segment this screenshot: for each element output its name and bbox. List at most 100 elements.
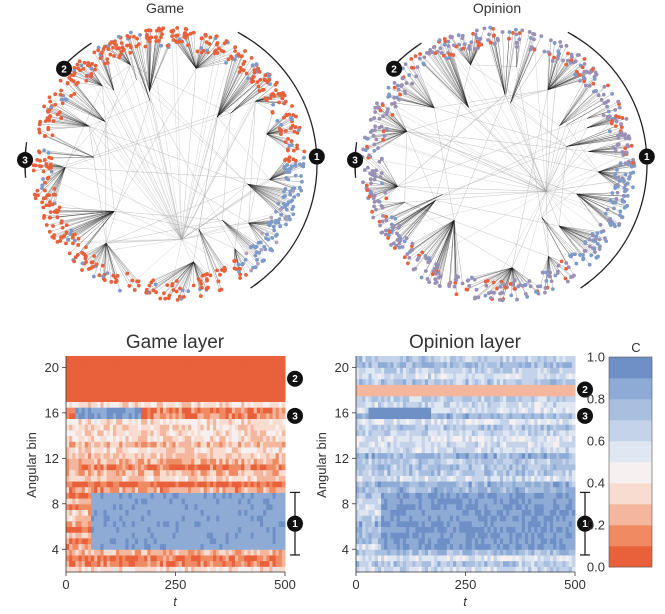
heatmap-cell [109,509,114,516]
heatmap-cell [78,373,83,380]
heatmap-cell [434,532,438,539]
heatmap-cell [181,429,186,437]
heatmap-cell [518,412,523,420]
heatmap-cell [241,356,245,363]
heatmap-cell [434,520,438,528]
heatmap-cell [562,560,567,567]
heatmap-cell [244,407,248,414]
heatmap-cell [137,566,142,573]
heatmap-cell [481,390,485,397]
heatmap-cell [368,412,373,420]
heatmap-cell [219,361,223,368]
heatmap-cell [393,560,398,567]
heatmap-cell [234,384,239,391]
heatmap-cell [409,554,413,562]
heatmap-cell [122,520,126,528]
heatmap-cell [87,378,92,385]
heatmap-cell [531,390,535,397]
heatmap-cell [162,515,167,522]
heatmap-cell [562,549,567,556]
heatmap-cell [412,395,416,402]
heatmap-cell [209,458,214,465]
heatmap-cell [396,458,401,465]
heatmap-cell [493,395,498,402]
heatmap-cell [78,492,83,499]
heatmap-cell [213,412,217,420]
heatmap-cell [122,446,126,454]
heatmap-cell [521,549,526,556]
heatmap-cell [131,498,136,505]
heatmap-cell [131,458,136,465]
heatmap-cell [175,458,180,465]
heatmap-cell [222,464,227,471]
heatmap-cell [219,464,223,471]
heatmap-cell [100,492,105,499]
heatmap-cell [156,458,161,465]
heatmap-cell [228,486,233,493]
heatmap-cell [531,492,535,499]
heatmap-cell [471,464,476,471]
heatmap-cell [384,452,388,459]
heatmap-cell [200,378,205,385]
heatmap-cell [409,526,413,533]
heatmap-cell [393,401,398,408]
heatmap-cell [231,452,236,459]
heatmap-cell [546,498,551,505]
heatmap-cell [402,526,407,533]
heatmap-cell [84,435,89,442]
heatmap-cell [434,401,438,408]
heatmap-cell [531,566,535,573]
heatmap-cell [116,543,120,550]
heatmap-cell [213,520,217,528]
heatmap-cell [556,503,560,510]
heatmap-cell [521,554,526,562]
heatmap-cell [141,446,145,454]
heatmap-cell [134,475,139,482]
heatmap-cell [415,458,420,465]
heatmap-cell [72,520,76,528]
heatmap-cell [465,384,470,391]
heatmap-cell [387,401,391,408]
heatmap-cell [253,475,258,482]
heatmap-cell [412,401,416,408]
heatmap-cell [471,412,476,420]
heatmap-cell [512,429,517,437]
heatmap-cell [66,458,70,465]
heatmap-cell [377,424,382,431]
heatmap-cell [84,418,89,425]
heatmap-cell [134,435,139,442]
heatmap-cell [512,566,517,573]
heatmap-cell [150,384,155,391]
heatmap-cell [381,543,385,550]
heatmap-cell [228,515,233,522]
heatmap-cell [225,373,230,380]
heatmap-cell [381,469,385,476]
heatmap-cell [209,412,214,420]
heatmap-cell [269,395,273,402]
heatmap-cell [116,498,120,505]
heatmap-cell [84,520,89,528]
heatmap-cell [94,486,98,493]
heatmap-cell [263,418,267,425]
heatmap-cell [159,560,164,567]
heatmap-cell [421,549,426,556]
heatmap-cell [474,464,479,471]
heatmap-cell [175,486,180,493]
heatmap-cell [175,475,180,482]
heatmap-cell [197,418,202,425]
heatmap-cell [359,469,363,476]
heatmap-cell [134,441,139,448]
heatmap-cell [178,356,183,363]
heatmap-cell [194,543,198,550]
heatmap-cell [281,401,286,408]
heatmap-cell [499,503,504,510]
heatmap-cell [359,435,363,442]
heatmap-cell [384,515,388,522]
heatmap-cell [128,537,133,545]
heatmap-cell [406,395,410,402]
heatmap-cell [399,566,404,573]
heatmap-cell [234,378,239,385]
heatmap-cell [266,532,270,539]
heatmap-cell [206,390,211,397]
heatmap-cell [381,481,385,488]
